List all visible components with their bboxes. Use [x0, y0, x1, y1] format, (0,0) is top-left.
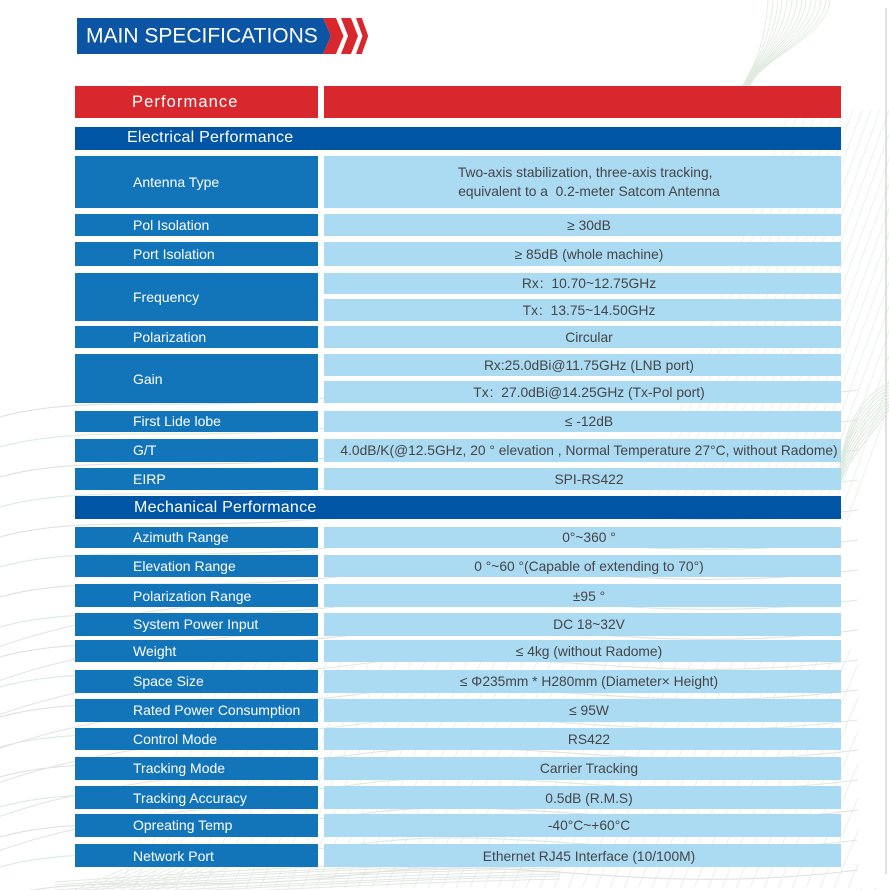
- svg-text:MAIN SPECIFICATIONS: MAIN SPECIFICATIONS: [86, 25, 318, 48]
